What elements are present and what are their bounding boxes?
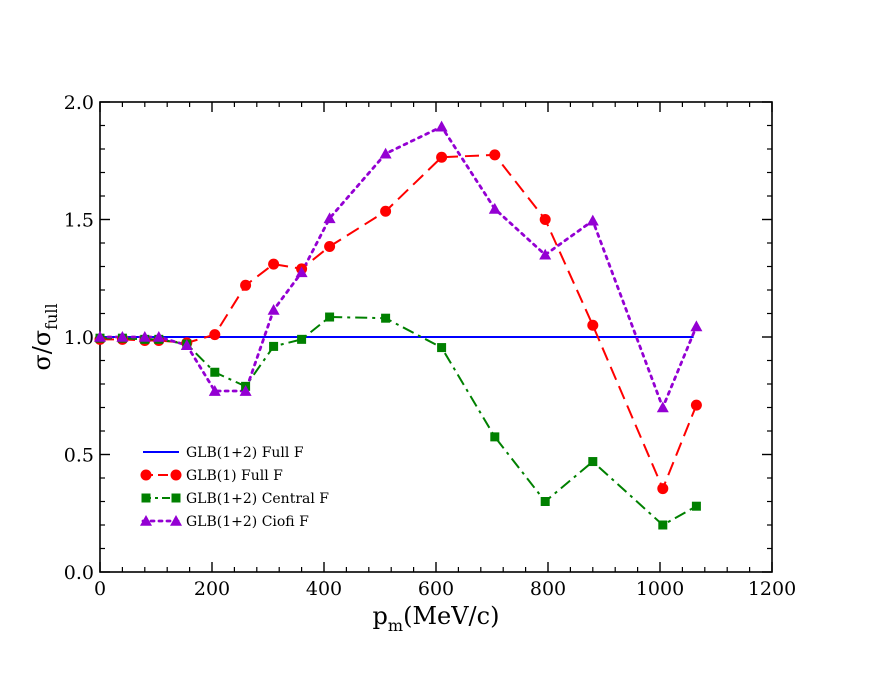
x-tick-label: 1200 — [748, 578, 796, 600]
legend-label-2: GLB(1) Full F — [186, 468, 283, 484]
legend-marker-3 — [141, 493, 151, 503]
data-point-series-3 — [297, 334, 307, 344]
data-point-series-4 — [239, 385, 252, 396]
data-point-series-4 — [295, 266, 308, 278]
data-point-series-4 — [267, 303, 280, 315]
data-point-series-4 — [690, 320, 703, 332]
data-point-series-4 — [379, 147, 392, 159]
data-point-series-4 — [152, 331, 165, 342]
legend-marker-2 — [140, 469, 152, 481]
legend-marker-2 — [170, 469, 182, 481]
legend-marker-4 — [170, 515, 182, 526]
data-point-series-4 — [116, 331, 129, 342]
data-point-series-3 — [540, 497, 550, 506]
data-point-series-4 — [323, 212, 336, 224]
data-point-series-4 — [435, 120, 448, 132]
data-point-series-2 — [324, 241, 336, 253]
data-point-series-4 — [208, 385, 221, 396]
legend-label-3: GLB(1+2) Central F — [186, 491, 329, 507]
data-point-series-4 — [138, 331, 151, 342]
x-tick-label: 1000 — [636, 578, 684, 600]
data-point-series-3 — [381, 313, 391, 323]
y-tick-label: 1.5 — [64, 210, 94, 232]
data-point-series-3 — [588, 457, 598, 467]
y-tick-label: 0.0 — [64, 562, 94, 584]
series-lines — [98, 124, 698, 527]
legend-marker-3 — [171, 493, 181, 503]
data-point-series-2 — [268, 258, 280, 270]
data-point-series-3 — [437, 343, 447, 353]
x-tick-label: 600 — [418, 578, 454, 600]
data-point-series-2 — [380, 205, 392, 217]
x-axis-ticks: 0 200 400 600 800 1000 1200 — [94, 102, 796, 600]
data-point-series-4 — [586, 214, 599, 226]
data-point-series-3 — [269, 341, 279, 351]
x-tick-label: 200 — [194, 578, 230, 600]
y-tick-label: 0.5 — [64, 445, 94, 467]
data-point-series-4 — [488, 202, 501, 214]
data-point-series-4 — [539, 248, 552, 260]
x-tick-label: 800 — [530, 578, 566, 600]
data-point-series-2 — [657, 483, 669, 495]
data-point-series-4 — [94, 331, 106, 342]
x-tick-label: 0 — [94, 578, 106, 600]
x-tick-label: 400 — [306, 578, 342, 600]
data-point-series-3 — [325, 312, 335, 322]
series-line-2 — [100, 153, 698, 492]
data-point-series-4 — [180, 339, 193, 351]
legend-marker-4 — [140, 515, 152, 526]
data-point-series-2 — [209, 329, 221, 341]
data-point-series-2 — [539, 214, 551, 225]
legend-label-1: GLB(1+2) Full F — [186, 445, 304, 461]
y-axis-ticks: 0.0 0.5 1.0 1.5 2.0 — [64, 92, 772, 584]
data-point-series-2 — [690, 399, 702, 411]
series-line-4 — [98, 124, 698, 412]
data-point-series-2 — [587, 319, 599, 331]
legend: GLB(1+2) Full F GLB(1) Full F GLB(1+2) Cen… — [140, 445, 329, 530]
data-point-series-4 — [656, 401, 669, 413]
data-point-series-2 — [489, 149, 501, 161]
data-point-series-2 — [436, 151, 448, 163]
data-point-series-3 — [658, 520, 668, 530]
x-axis-title: pm(MeV/c) — [373, 602, 500, 635]
data-point-series-3 — [691, 501, 701, 511]
data-point-series-3 — [210, 367, 220, 377]
legend-label-4: GLB(1+2) Ciofi F — [186, 514, 309, 530]
y-tick-label: 1.0 — [64, 327, 94, 349]
y-tick-label: 2.0 — [64, 92, 94, 114]
y-axis-title: σ/σfull — [28, 303, 61, 370]
data-point-series-3 — [490, 432, 500, 442]
series-markers — [94, 120, 703, 530]
data-point-series-2 — [240, 279, 252, 291]
